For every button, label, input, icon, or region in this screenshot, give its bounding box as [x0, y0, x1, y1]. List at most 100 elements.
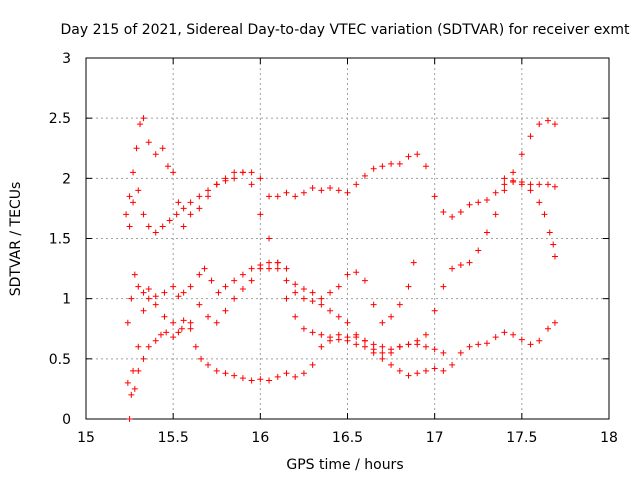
data-point — [205, 361, 212, 368]
data-point — [248, 277, 255, 284]
data-point — [140, 115, 147, 122]
data-point — [510, 169, 517, 176]
data-point — [518, 181, 525, 188]
data-point — [440, 283, 447, 290]
data-point — [208, 277, 215, 284]
data-point — [379, 355, 386, 362]
data-point — [170, 319, 177, 326]
data-point — [431, 365, 438, 372]
data-point — [300, 189, 307, 196]
data-point — [135, 367, 142, 374]
data-point — [536, 181, 543, 188]
data-point — [536, 199, 543, 206]
data-point — [466, 201, 473, 208]
data-point — [527, 341, 534, 348]
data-point — [222, 370, 229, 377]
data-point — [173, 211, 180, 218]
data-point — [309, 361, 316, 368]
data-point — [335, 187, 342, 194]
data-point — [170, 169, 177, 176]
y-tick-label: 2 — [62, 171, 71, 187]
data-point — [196, 205, 203, 212]
data-point — [239, 271, 246, 278]
x-tick-label: 16 — [251, 430, 269, 446]
data-point — [335, 331, 342, 338]
data-point — [140, 211, 147, 218]
data-point — [309, 289, 316, 296]
data-point — [213, 319, 220, 326]
data-point — [544, 117, 551, 124]
data-point — [475, 341, 482, 348]
data-point — [126, 223, 133, 230]
data-point — [388, 361, 395, 368]
data-point — [231, 372, 238, 379]
data-point — [379, 343, 386, 350]
data-point — [140, 289, 147, 296]
data-point — [361, 343, 368, 350]
data-point — [475, 199, 482, 206]
data-point — [300, 325, 307, 332]
data-point — [327, 307, 334, 314]
data-point — [551, 183, 558, 190]
data-point — [161, 313, 168, 320]
data-point — [449, 361, 456, 368]
data-point — [161, 289, 168, 296]
data-point — [510, 331, 517, 338]
data-point — [318, 343, 325, 350]
data-point — [257, 265, 264, 272]
data-point — [361, 277, 368, 284]
data-point — [396, 367, 403, 374]
x-tick-label: 18 — [600, 430, 618, 446]
data-point — [300, 295, 307, 302]
data-point — [344, 271, 351, 278]
data-point — [551, 319, 558, 326]
data-point — [344, 189, 351, 196]
data-point — [414, 341, 421, 348]
data-point — [231, 175, 238, 182]
data-point — [140, 355, 147, 362]
data-point — [300, 370, 307, 377]
data-point — [422, 163, 429, 170]
x-tick-label: 17 — [426, 430, 444, 446]
data-point — [248, 169, 255, 176]
data-point — [449, 265, 456, 272]
data-point — [379, 163, 386, 170]
data-point — [536, 121, 543, 128]
data-point — [327, 289, 334, 296]
data-point — [527, 133, 534, 140]
data-point — [201, 265, 208, 272]
data-point — [205, 313, 212, 320]
data-point — [145, 223, 152, 230]
data-point — [166, 217, 173, 224]
data-point — [135, 283, 142, 290]
data-point — [205, 187, 212, 194]
data-point — [396, 343, 403, 350]
x-axis-label: GPS time / hours — [286, 457, 403, 473]
data-point — [309, 329, 316, 336]
data-point — [248, 181, 255, 188]
data-point — [178, 325, 185, 332]
data-point — [283, 277, 290, 284]
data-point — [405, 283, 412, 290]
data-point — [152, 337, 159, 344]
data-point — [170, 334, 177, 341]
data-point — [187, 211, 194, 218]
data-point — [405, 372, 412, 379]
data-point — [483, 229, 490, 236]
y-tick-label: 2.5 — [49, 111, 71, 127]
data-point — [145, 286, 152, 293]
data-point — [239, 375, 246, 382]
data-point — [180, 289, 187, 296]
data-point — [544, 325, 551, 332]
data-point — [544, 181, 551, 188]
data-point — [128, 391, 135, 398]
data-point — [440, 349, 447, 356]
data-point — [266, 265, 273, 272]
data-point — [145, 139, 152, 146]
data-point — [483, 340, 490, 347]
x-tick-label: 15 — [77, 430, 95, 446]
data-point — [266, 235, 273, 242]
data-point — [266, 377, 273, 384]
data-point — [130, 199, 137, 206]
